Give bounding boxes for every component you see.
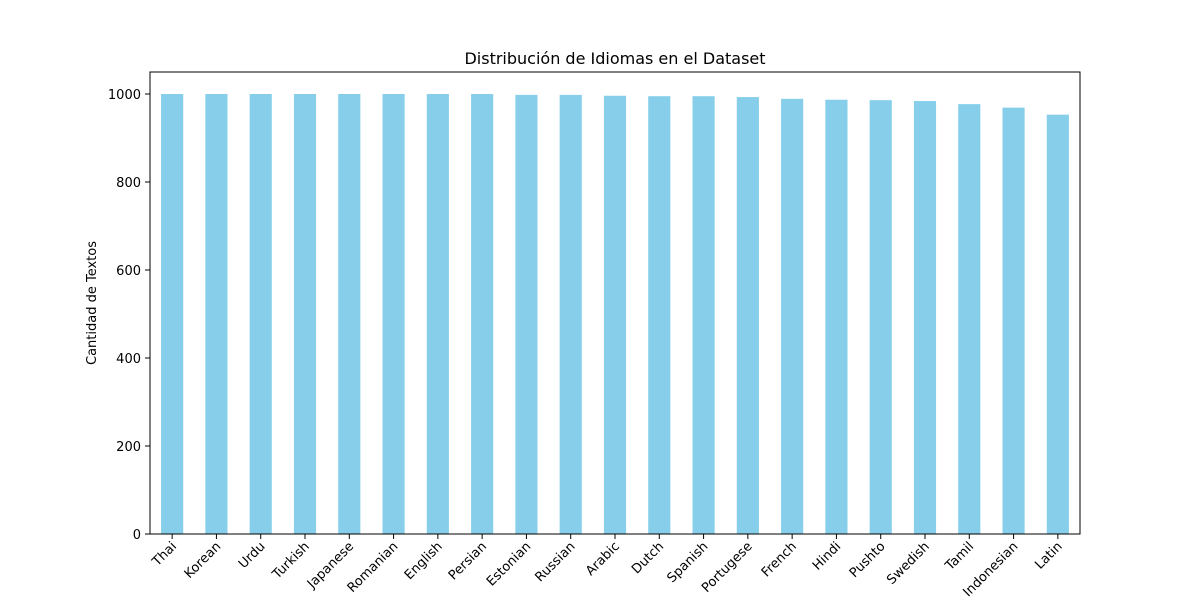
bars-group bbox=[161, 94, 1069, 535]
bar-korean bbox=[205, 94, 228, 534]
bar-portugese bbox=[736, 97, 759, 534]
x-tick-label: Thai bbox=[149, 539, 180, 570]
y-tick-label: 0 bbox=[133, 528, 141, 543]
bar-turkish bbox=[293, 94, 317, 534]
x-tick-label: Dutch bbox=[629, 539, 667, 577]
x-tick-label: Pushto bbox=[847, 539, 889, 581]
bar-latin bbox=[1046, 114, 1069, 535]
x-tick-label: Persian bbox=[446, 539, 490, 583]
bar-estonian bbox=[515, 94, 538, 534]
bar-russian bbox=[559, 94, 582, 534]
bar-thai bbox=[161, 94, 184, 534]
y-tick-label: 1000 bbox=[108, 88, 141, 103]
bar-tamil bbox=[958, 104, 981, 535]
y-tick-label: 400 bbox=[116, 352, 141, 367]
x-tick-label: Swedish bbox=[884, 539, 933, 588]
y-axis-label: Cantidad de Textos bbox=[85, 241, 100, 365]
bar-romanian bbox=[382, 94, 405, 534]
bar-hindi bbox=[825, 99, 848, 534]
x-tick-label: Korean bbox=[182, 539, 224, 581]
bar-dutch bbox=[648, 96, 671, 534]
x-tick-label: Russian bbox=[533, 539, 579, 585]
x-tick-label: English bbox=[402, 539, 446, 583]
x-tick-label: French bbox=[759, 539, 800, 580]
x-tick-label: Latin bbox=[1032, 539, 1065, 572]
bar-english bbox=[426, 94, 449, 534]
bar-french bbox=[781, 98, 804, 534]
bar-swedish bbox=[913, 101, 937, 534]
plot-frame bbox=[149, 71, 1081, 535]
bar-indonesian bbox=[1002, 107, 1025, 534]
bar-persian bbox=[471, 94, 494, 534]
y-tick-label: 600 bbox=[116, 264, 141, 279]
bar-pushto bbox=[869, 100, 892, 534]
chart-title: Distribución de Idiomas en el Dataset bbox=[464, 49, 765, 68]
y-tick-label: 200 bbox=[116, 440, 141, 455]
x-tick-label: Urdu bbox=[236, 539, 269, 572]
bar-arabic bbox=[603, 95, 627, 534]
x-tick-label: Tamil bbox=[942, 539, 977, 574]
bar-japanese bbox=[338, 94, 361, 534]
x-tick-label: Estonian bbox=[484, 539, 534, 589]
x-tick-label: Hindi bbox=[810, 539, 844, 573]
bar-spanish bbox=[692, 96, 715, 534]
y-tick-label: 800 bbox=[116, 176, 141, 191]
bar-urdu bbox=[249, 94, 272, 534]
x-tick-label: Arabic bbox=[583, 539, 623, 579]
x-tick-label: Turkish bbox=[269, 539, 313, 583]
y-axis: 0 200 400 600 800 1000 bbox=[108, 88, 150, 543]
